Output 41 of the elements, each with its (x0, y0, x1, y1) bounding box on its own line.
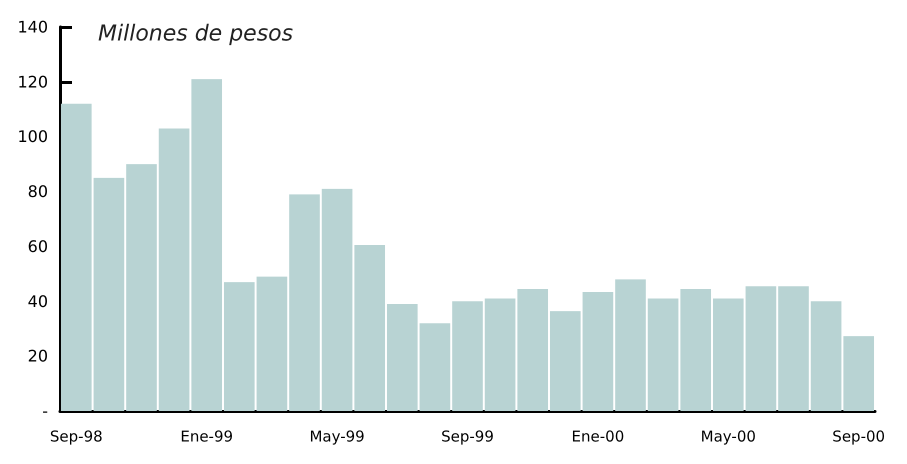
y-tick-label: 80 (28, 182, 48, 202)
bar (550, 311, 581, 411)
bar (452, 301, 483, 411)
bar (158, 128, 190, 411)
bar (386, 304, 418, 411)
x-tick-label: Sep-99 (441, 428, 494, 446)
bar (712, 298, 744, 411)
x-tick-label: Sep-98 (50, 428, 103, 446)
chart-title: Millones de pesos (98, 22, 294, 46)
y-tick-label: 60 (28, 236, 48, 256)
x-tick-label: Ene-99 (180, 428, 234, 446)
bar (191, 79, 222, 411)
x-tick-label: Sep-00 (832, 428, 886, 446)
y-tick-label: 40 (28, 292, 48, 311)
bar (289, 194, 320, 411)
bar (256, 276, 288, 411)
y-tick-label: - (42, 402, 48, 420)
x-tick-label: Ene-00 (572, 428, 624, 446)
bar (126, 164, 157, 411)
bar (60, 104, 92, 411)
bar (843, 336, 874, 411)
bar (517, 288, 548, 411)
y-tick-label: 140 (17, 18, 48, 36)
y-tick-label: 100 (17, 127, 48, 146)
bar (94, 178, 124, 411)
bar (810, 301, 842, 411)
bar (354, 245, 386, 411)
bar (420, 323, 450, 411)
x-tick-label: May-00 (700, 428, 756, 446)
y-tick-label: 20 (28, 346, 48, 366)
bar (778, 286, 809, 411)
bar (648, 298, 678, 411)
bar (746, 286, 776, 411)
bar (484, 298, 516, 411)
bar (224, 282, 255, 411)
bar (322, 188, 352, 411)
bar (680, 288, 712, 411)
y-tick-label: 120 (17, 72, 48, 92)
x-tick-label: May-99 (309, 428, 365, 446)
bar (582, 292, 614, 411)
bar (615, 279, 646, 411)
